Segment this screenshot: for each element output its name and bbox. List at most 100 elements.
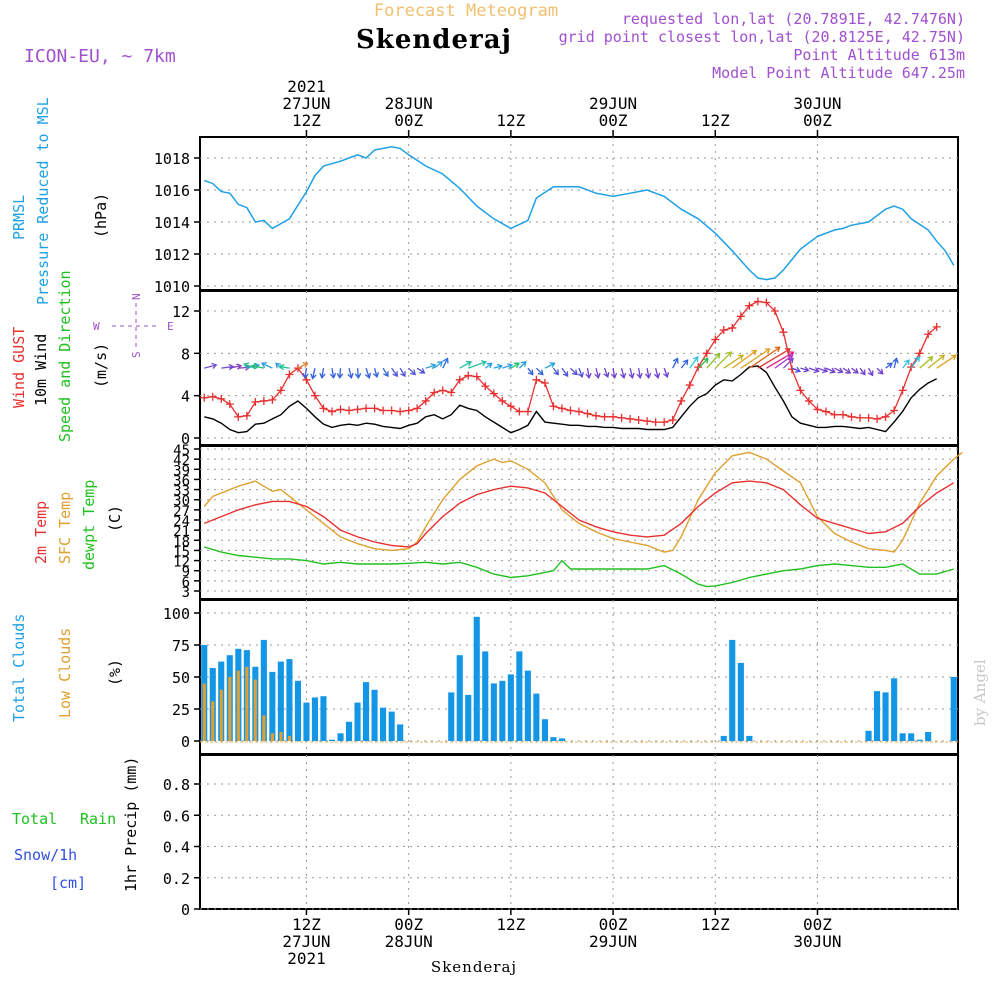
pressure-label: Pressure Reduced to MSL [34, 97, 52, 305]
y-tick-label: 33 [173, 484, 190, 500]
gust-marker [617, 413, 626, 422]
y-tick-label: 39 [173, 463, 190, 479]
gust-marker [924, 330, 933, 339]
total-rain-label-1: Total [12, 810, 57, 828]
wind-arrow [204, 364, 217, 369]
wind-arrow [672, 358, 679, 369]
bottom-time-label: 00Z [599, 915, 628, 934]
total-cloud-bar [720, 735, 727, 741]
total-cloud-bar [277, 661, 284, 741]
y-tick-label: 21 [173, 524, 190, 540]
wind-arrow [876, 367, 884, 375]
bottom-time-label: 29JUN [589, 932, 637, 951]
total-cloud-bar [397, 724, 404, 741]
gust-marker [898, 386, 907, 395]
footer-location: Skenderaj [431, 958, 517, 976]
gust-marker [932, 322, 941, 331]
wind-arrow-head [950, 354, 957, 361]
total-cloud-bar [882, 692, 889, 741]
gust-marker [336, 405, 345, 414]
wind-arrow [817, 367, 828, 372]
gust-marker [515, 407, 524, 416]
wind-arrow [885, 362, 893, 369]
wind-arrow [663, 367, 668, 378]
wind-arrow [620, 367, 625, 378]
wind-arrow-head [927, 356, 934, 362]
y-tick-label: 0 [181, 901, 190, 919]
gust-marker [685, 381, 694, 390]
wind-arrow [251, 365, 265, 369]
total-cloud-bar [260, 639, 267, 741]
wind-arrow-head [336, 373, 344, 380]
wind-arrow-head [822, 367, 829, 374]
gust-marker [626, 414, 635, 423]
y-tick-label: 0.8 [163, 776, 190, 794]
wind-arrow-head [603, 371, 610, 379]
total-cloud-bar [558, 738, 565, 741]
gust-marker [345, 406, 354, 415]
gust-marker [276, 386, 285, 395]
wind-arrow [808, 367, 819, 372]
wind-arrow-head [813, 367, 820, 374]
wind-arrow [442, 358, 449, 369]
wind-arrow-head [594, 372, 601, 379]
gust-marker [643, 417, 652, 426]
total-cloud-bar [499, 680, 506, 741]
wind-arrow-head [400, 371, 406, 378]
gridpoint-coords: grid point closest lon,lat (20.8125E, 42… [559, 28, 965, 46]
wind-arrow [842, 367, 851, 374]
wind-arrow-head [764, 348, 771, 354]
wind-arrow-head [275, 362, 282, 369]
wind-label: 10m Wind [32, 334, 50, 406]
top-time-label: 12Z [292, 111, 321, 130]
wind-arrow [535, 367, 544, 376]
gust-marker [557, 404, 566, 413]
wind-arrow-head [228, 363, 235, 371]
gust-marker [592, 411, 601, 420]
wind-arrow-head [383, 371, 389, 378]
gust-marker [702, 349, 711, 358]
y-tick-label: 4 [181, 388, 190, 406]
y-tick-label: 1010 [154, 278, 190, 296]
wind-arrow-head [859, 369, 866, 376]
wind-arrow-head [442, 357, 449, 364]
y-tick-label: 1012 [154, 246, 190, 264]
total-cloud-bar [269, 671, 276, 741]
gust-marker [268, 395, 277, 404]
gust-marker [302, 375, 311, 384]
snow-label: Snow/1h [14, 846, 77, 864]
total-cloud-bar [541, 719, 548, 741]
low-cloud-bar [245, 666, 249, 741]
gust-marker [736, 312, 745, 321]
wind-arrow [603, 367, 609, 378]
wind-arrow [919, 356, 933, 369]
bottom-time-label: 2021 [287, 949, 326, 968]
t2m-label: 2m Temp [32, 501, 50, 564]
top-time-label: 12Z [496, 111, 525, 130]
point-altitude: Point Altitude 613m [793, 46, 965, 64]
wind-arrow-head [354, 373, 362, 380]
gust-marker [779, 328, 788, 337]
wind-arrow [468, 361, 487, 369]
temp-unit: (C) [106, 505, 124, 532]
low-cloud-bar [270, 733, 274, 741]
gust-marker [413, 404, 422, 413]
wind-arrow-head [774, 346, 781, 353]
y-tick-label: 15 [173, 544, 190, 560]
wind-arrow-head [636, 372, 643, 380]
wind-arrow [680, 359, 689, 369]
wind-arrow [637, 368, 641, 378]
wind-arrow [868, 367, 874, 376]
y-tick-label: 25 [172, 701, 190, 719]
wind-arrow [757, 348, 791, 369]
bottom-time-label: 00Z [394, 915, 423, 934]
y-tick-label: 42 [173, 453, 190, 469]
total-cloud-bar [550, 737, 557, 741]
wind-arrow [774, 354, 793, 369]
total-clouds-label: Total Clouds [10, 614, 28, 722]
low-cloud-bar [202, 683, 206, 741]
wind-arrow [311, 368, 316, 379]
gust-marker [651, 418, 660, 427]
gust-marker [328, 407, 337, 416]
